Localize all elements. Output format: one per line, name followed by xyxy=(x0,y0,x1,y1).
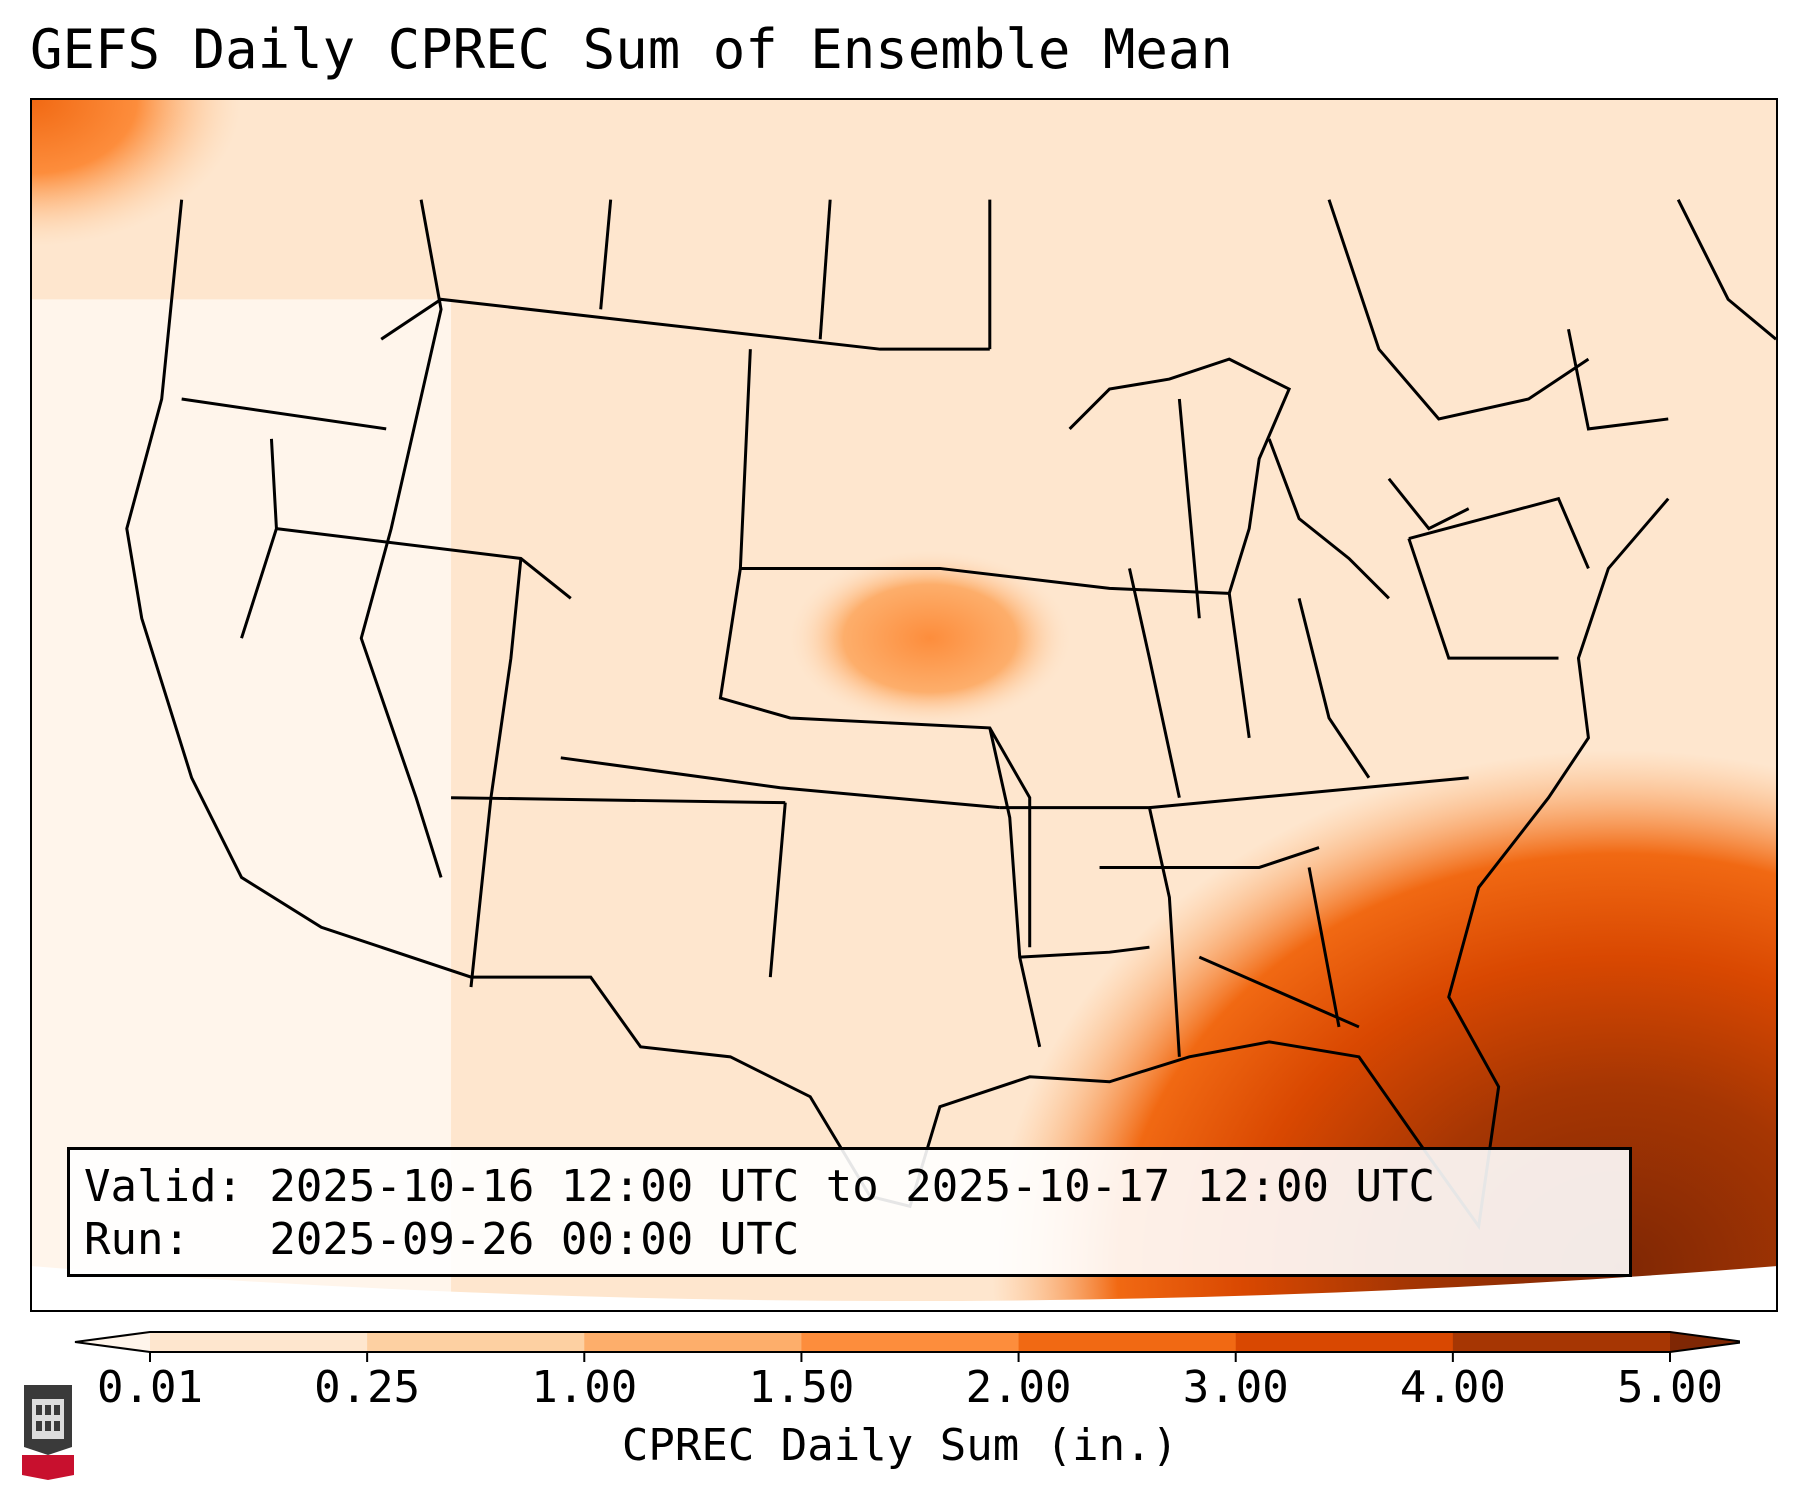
colorbar-tick-label: 0.01 xyxy=(97,1362,203,1413)
colorbar-extend-low xyxy=(75,1332,150,1352)
run-time-text: Run: 2025-09-26 00:00 UTC xyxy=(84,1214,800,1265)
colorbar-tick-label: 4.00 xyxy=(1399,1362,1506,1413)
colorbar-segment xyxy=(150,1332,368,1352)
colorbar-tick-label: 2.00 xyxy=(965,1362,1072,1413)
projection-edge xyxy=(32,1266,1776,1310)
valid-time-text: Valid: 2025-10-16 12:00 UTC to 2025-10-1… xyxy=(84,1161,1436,1212)
colorbar-segment xyxy=(1452,1332,1671,1352)
colorbar-tick-label: 1.00 xyxy=(531,1362,638,1413)
colorbar-segment xyxy=(801,1332,1020,1352)
precipitation-map xyxy=(30,98,1778,1312)
map-canvas xyxy=(32,100,1776,1310)
valid-run-info-box: Valid: 2025-10-16 12:00 UTC to 2025-10-1… xyxy=(67,1147,1632,1277)
colorbar xyxy=(74,1331,1740,1362)
colorbar-ticks xyxy=(149,1352,1671,1362)
colorbar-segment xyxy=(584,1332,802,1352)
colorbar-extend-high xyxy=(1670,1332,1740,1352)
colorbar-tick-label: 1.50 xyxy=(748,1362,855,1413)
colorbar-segment xyxy=(1018,1332,1237,1352)
colorbar-label: CPREC Daily Sum (in.) xyxy=(621,1420,1179,1471)
colorbar-outline xyxy=(74,1331,1740,1353)
map-title: GEFS Daily CPREC Sum of Ensemble Mean xyxy=(30,18,1233,81)
colorbar-tick-label: 5.00 xyxy=(1617,1362,1723,1413)
colorbar-segment xyxy=(1235,1332,1454,1352)
niu-logo-icon xyxy=(22,1385,74,1480)
colorbar-tick-label: 0.25 xyxy=(314,1362,421,1413)
colorbar-segments xyxy=(75,1332,1740,1352)
colorbar-tick-label: 3.00 xyxy=(1182,1362,1289,1413)
colorbar-segment xyxy=(367,1332,585,1352)
state-borders xyxy=(125,199,1776,1231)
